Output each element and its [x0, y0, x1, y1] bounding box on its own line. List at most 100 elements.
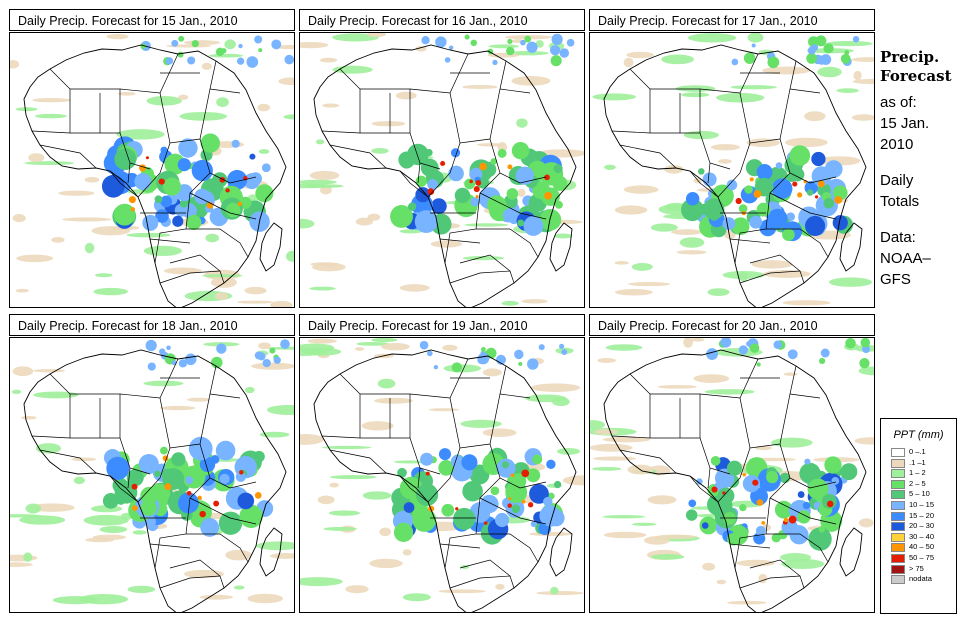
precip-cell	[412, 508, 437, 532]
legend-label: 50 – 75	[909, 552, 935, 562]
precip-patch	[300, 433, 324, 445]
precip-cell	[840, 463, 858, 481]
precip-cell	[524, 35, 532, 43]
precip-patch	[28, 153, 45, 163]
precip-cell	[430, 198, 447, 215]
legend-swatch	[891, 564, 905, 574]
precip-cell	[775, 162, 783, 169]
precip-cell	[280, 339, 290, 349]
precip-patch	[266, 404, 294, 415]
precip-patch	[300, 41, 329, 49]
legend-swatch	[891, 575, 905, 585]
storm-cell	[834, 196, 843, 204]
precip-cell	[187, 56, 196, 65]
precip-patch	[366, 33, 386, 37]
precip-cell	[505, 481, 528, 504]
precip-patch	[690, 338, 705, 342]
precip-patch	[462, 85, 498, 89]
storm-cell	[507, 503, 512, 508]
precip-patch	[278, 77, 294, 86]
precip-cell	[494, 512, 510, 528]
precip-cell	[773, 340, 782, 349]
legend-title: PPT (mm)	[893, 429, 944, 441]
precip-patch	[84, 242, 95, 254]
precip-cell	[238, 43, 243, 49]
precip-cell	[685, 509, 698, 521]
precip-cell	[101, 174, 125, 198]
precip-cell	[526, 468, 541, 483]
precip-cell	[177, 158, 191, 172]
precip-cell	[804, 458, 811, 465]
storm-cell	[792, 181, 798, 187]
storm-cell	[521, 499, 526, 504]
precip-patch	[29, 503, 75, 512]
madagascar-outline	[839, 222, 863, 272]
country-border	[689, 170, 719, 198]
precip-patch	[99, 525, 128, 533]
storm-cell	[783, 517, 789, 523]
precip-patch	[597, 358, 616, 363]
madagascar-outline	[839, 527, 863, 577]
precip-patch	[178, 94, 189, 100]
storm-cell	[722, 491, 726, 495]
precip-cell	[767, 208, 788, 229]
precip-patch	[244, 386, 255, 394]
storm-cell	[756, 499, 764, 506]
legend-label: nodata	[909, 574, 932, 584]
precip-cell	[461, 454, 478, 471]
country-border	[729, 543, 771, 549]
precip-cell	[185, 476, 194, 485]
country-border	[39, 449, 97, 474]
country-border	[109, 475, 139, 503]
precip-cell	[743, 52, 756, 64]
precip-patch	[106, 33, 129, 40]
precip-patch	[258, 149, 270, 154]
precip-patch	[354, 347, 365, 351]
precip-cell	[507, 38, 513, 44]
country-border	[439, 238, 481, 244]
precip-cell	[514, 349, 524, 360]
precip-cell	[726, 460, 742, 476]
storm-cell	[817, 180, 825, 188]
precip-cell	[530, 520, 537, 528]
legend-item: 30 – 40	[881, 532, 956, 543]
panel-title: Daily Precip. Forecast for 15 Jan., 2010	[9, 9, 295, 31]
precip-patch	[664, 165, 684, 174]
precip-cell	[527, 358, 539, 370]
precip-cell	[787, 349, 798, 360]
continent-outline	[23, 44, 287, 307]
storm-cell	[507, 164, 513, 170]
precip-cell	[681, 198, 704, 222]
precip-cell	[407, 202, 417, 211]
precip-patch	[604, 164, 616, 170]
precip-patch	[707, 288, 730, 296]
storm-cell	[826, 500, 834, 508]
precip-patch	[671, 229, 703, 235]
precip-cell	[211, 356, 223, 369]
country-border	[417, 162, 421, 184]
precip-patch	[623, 185, 659, 194]
precip-patch	[614, 289, 653, 296]
precip-patch	[257, 103, 271, 112]
precip-cell	[553, 480, 562, 489]
precip-patch	[224, 39, 236, 50]
legend-label: 40 – 50	[909, 542, 935, 552]
precip-patch	[488, 44, 520, 49]
precip-patch	[84, 176, 100, 183]
precip-cell	[818, 526, 825, 533]
precip-cell	[756, 362, 761, 367]
country-border	[749, 254, 801, 272]
country-border	[339, 68, 361, 133]
precip-patch	[251, 362, 294, 370]
precip-patch	[762, 66, 811, 75]
country-border	[619, 449, 677, 474]
precip-cell	[172, 215, 184, 227]
country-border	[127, 467, 131, 489]
precip-patch	[594, 429, 618, 435]
precip-patch	[319, 185, 332, 195]
country-border	[39, 144, 97, 169]
precip-patch	[216, 97, 229, 108]
legend-label: 5 – 10	[909, 489, 930, 499]
precip-cell	[739, 346, 748, 355]
country-border	[199, 138, 257, 184]
